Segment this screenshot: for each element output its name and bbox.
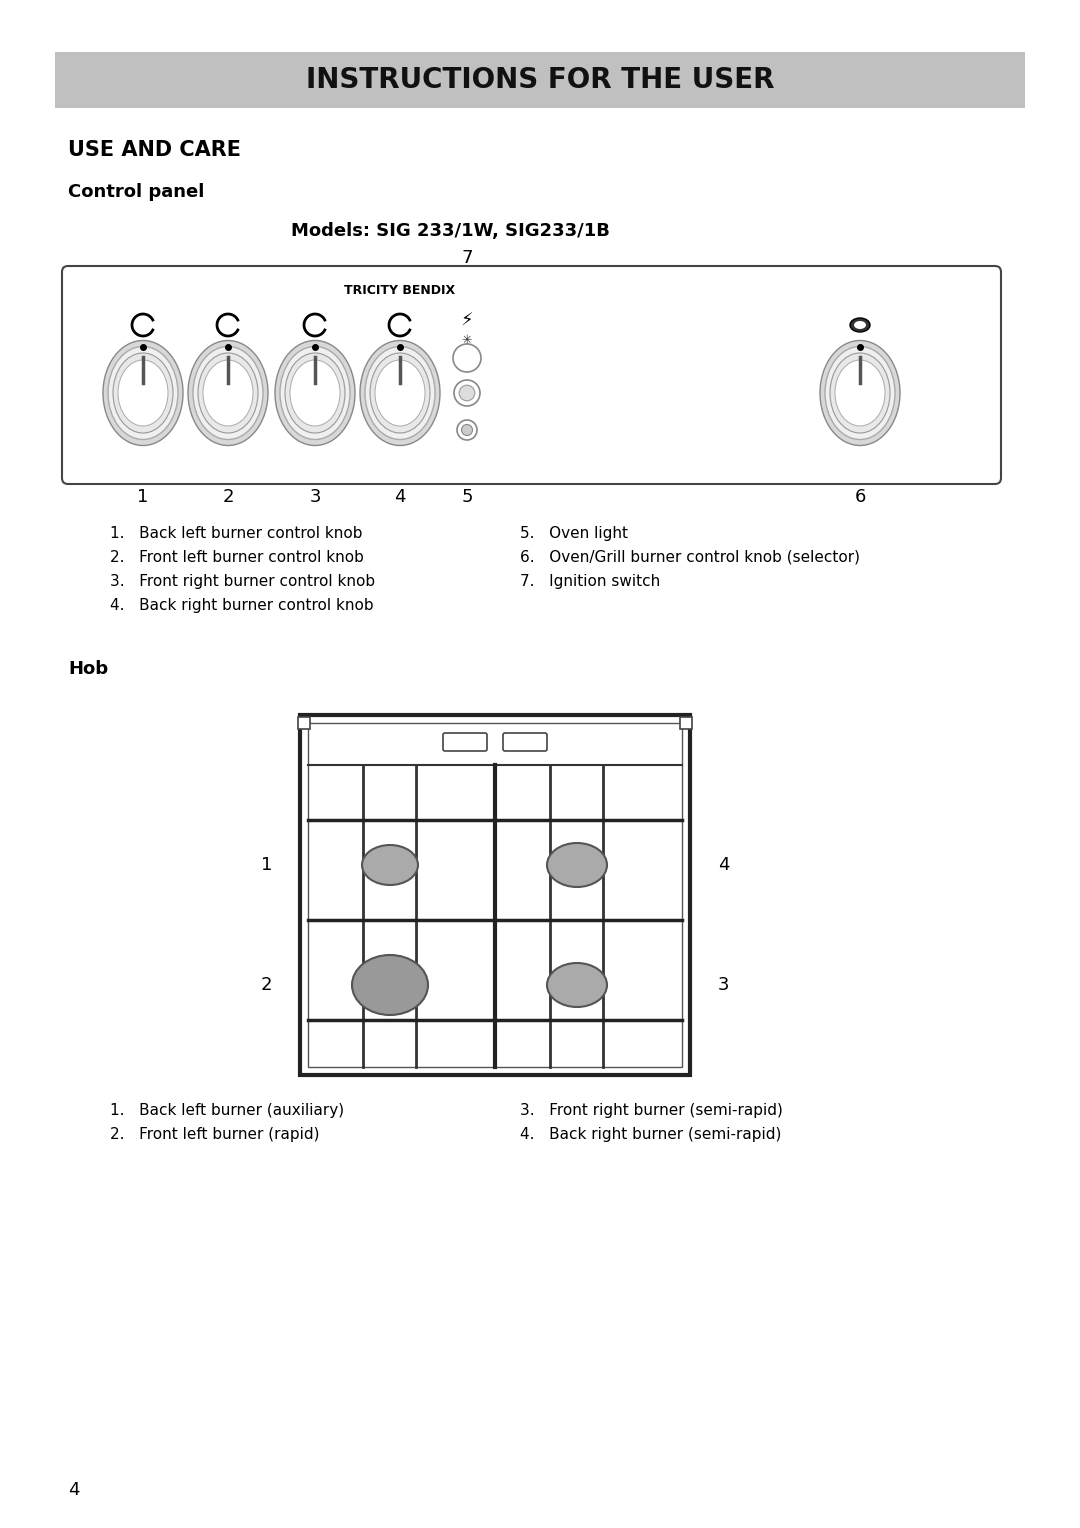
Ellipse shape bbox=[375, 361, 426, 426]
Bar bbox=[308, 723, 681, 1067]
FancyBboxPatch shape bbox=[503, 733, 546, 750]
Ellipse shape bbox=[280, 347, 350, 440]
Text: 4.   Back right burner (semi-rapid): 4. Back right burner (semi-rapid) bbox=[519, 1128, 781, 1141]
Ellipse shape bbox=[275, 341, 355, 446]
Ellipse shape bbox=[546, 843, 607, 886]
Ellipse shape bbox=[835, 361, 885, 426]
Ellipse shape bbox=[108, 347, 178, 440]
Ellipse shape bbox=[291, 361, 340, 426]
Ellipse shape bbox=[203, 361, 253, 426]
Ellipse shape bbox=[854, 321, 866, 329]
Circle shape bbox=[457, 420, 477, 440]
Ellipse shape bbox=[103, 341, 183, 446]
Bar bbox=[55, 52, 1025, 108]
Text: 1: 1 bbox=[137, 487, 149, 506]
Text: 5.   Oven light: 5. Oven light bbox=[519, 526, 627, 541]
Bar bbox=[680, 717, 692, 729]
Ellipse shape bbox=[820, 341, 900, 446]
Ellipse shape bbox=[118, 361, 168, 426]
Text: ✳: ✳ bbox=[462, 333, 472, 347]
Text: Control panel: Control panel bbox=[68, 183, 204, 202]
Text: 1: 1 bbox=[260, 856, 272, 874]
Circle shape bbox=[454, 380, 480, 406]
Text: Hob: Hob bbox=[68, 660, 108, 678]
Circle shape bbox=[453, 344, 481, 371]
Ellipse shape bbox=[825, 347, 895, 440]
Ellipse shape bbox=[370, 353, 430, 432]
Ellipse shape bbox=[198, 353, 258, 432]
Bar bbox=[300, 715, 690, 1076]
Ellipse shape bbox=[193, 347, 264, 440]
Ellipse shape bbox=[362, 845, 418, 885]
Text: 6: 6 bbox=[854, 487, 866, 506]
FancyBboxPatch shape bbox=[443, 733, 487, 750]
Ellipse shape bbox=[352, 955, 428, 1015]
Ellipse shape bbox=[850, 318, 870, 332]
Text: 1.   Back left burner control knob: 1. Back left burner control knob bbox=[110, 526, 363, 541]
Text: 3.   Front right burner (semi-rapid): 3. Front right burner (semi-rapid) bbox=[519, 1103, 783, 1118]
Text: 4: 4 bbox=[394, 487, 406, 506]
Text: INSTRUCTIONS FOR THE USER: INSTRUCTIONS FOR THE USER bbox=[306, 66, 774, 95]
Circle shape bbox=[461, 425, 473, 435]
Text: 2: 2 bbox=[222, 487, 233, 506]
Text: 5: 5 bbox=[461, 487, 473, 506]
Text: 7: 7 bbox=[461, 249, 473, 267]
Text: Models: SIG 233/1W, SIG233/1B: Models: SIG 233/1W, SIG233/1B bbox=[291, 222, 609, 240]
Ellipse shape bbox=[285, 353, 345, 432]
Text: 4: 4 bbox=[68, 1481, 80, 1499]
Text: 2.   Front left burner control knob: 2. Front left burner control knob bbox=[110, 550, 364, 565]
Ellipse shape bbox=[113, 353, 173, 432]
Text: 4.   Back right burner control knob: 4. Back right burner control knob bbox=[110, 597, 374, 613]
Text: 7.   Ignition switch: 7. Ignition switch bbox=[519, 575, 660, 588]
Ellipse shape bbox=[365, 347, 435, 440]
Text: 2: 2 bbox=[260, 976, 272, 995]
Text: 3: 3 bbox=[309, 487, 321, 506]
Text: 6.   Oven/Grill burner control knob (selector): 6. Oven/Grill burner control knob (selec… bbox=[519, 550, 860, 565]
Text: 3.   Front right burner control knob: 3. Front right burner control knob bbox=[110, 575, 375, 588]
Text: 4: 4 bbox=[718, 856, 729, 874]
Circle shape bbox=[459, 385, 475, 400]
Bar bbox=[298, 717, 310, 729]
FancyBboxPatch shape bbox=[62, 266, 1001, 484]
Ellipse shape bbox=[360, 341, 440, 446]
Ellipse shape bbox=[546, 963, 607, 1007]
Text: USE AND CARE: USE AND CARE bbox=[68, 141, 241, 160]
Ellipse shape bbox=[188, 341, 268, 446]
Ellipse shape bbox=[831, 353, 890, 432]
Text: 3: 3 bbox=[718, 976, 729, 995]
Text: ⚡: ⚡ bbox=[461, 312, 473, 330]
Text: 1.   Back left burner (auxiliary): 1. Back left burner (auxiliary) bbox=[110, 1103, 345, 1118]
Text: TRICITY BENDIX: TRICITY BENDIX bbox=[345, 284, 456, 298]
Text: 2.   Front left burner (rapid): 2. Front left burner (rapid) bbox=[110, 1128, 320, 1141]
